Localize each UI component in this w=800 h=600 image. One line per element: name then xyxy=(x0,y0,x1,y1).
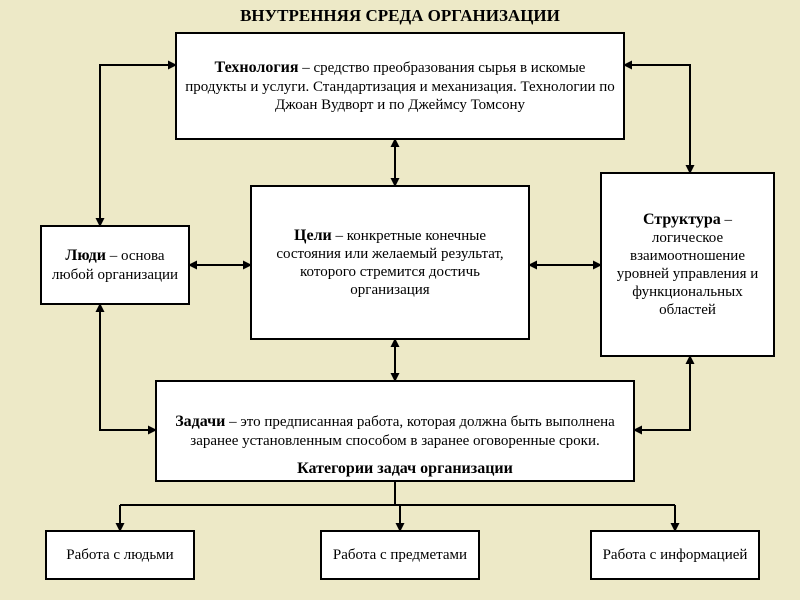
node-people-heading: Люди xyxy=(65,247,106,264)
node-technology-heading: Технология xyxy=(215,59,299,76)
tasks-categories-subtitle: Категории задач организации xyxy=(190,460,620,478)
node-structure-text: Структура – логическое взаимоотношение у… xyxy=(610,210,765,319)
node-technology: Технология – средство преобразования сыр… xyxy=(175,32,625,140)
node-work-people: Работа с людьми xyxy=(45,530,195,580)
node-people: Люди – основа любой организации xyxy=(40,225,190,305)
node-goals-text: Цели – конкретные конечные состояния или… xyxy=(260,226,520,299)
node-people-text: Люди – основа любой организации xyxy=(50,246,180,283)
node-work-objects: Работа с предметами xyxy=(320,530,480,580)
node-work-info: Работа с информацией xyxy=(590,530,760,580)
diagram-title: ВНУТРЕННЯЯ СРЕДА ОРГАНИЗАЦИИ xyxy=(175,6,625,26)
node-structure: Структура – логическое взаимоотношение у… xyxy=(600,172,775,357)
node-tasks-body: – это предписанная работа, которая должн… xyxy=(190,414,615,448)
node-tasks-text: Задачи – это предписанная работа, котора… xyxy=(165,412,625,449)
node-goals: Цели – конкретные конечные состояния или… xyxy=(250,185,530,340)
node-technology-text: Технология – средство преобразования сыр… xyxy=(185,58,615,113)
node-goals-heading: Цели xyxy=(294,227,332,244)
node-tasks-heading: Задачи xyxy=(175,413,225,430)
node-structure-heading: Структура xyxy=(643,211,721,228)
